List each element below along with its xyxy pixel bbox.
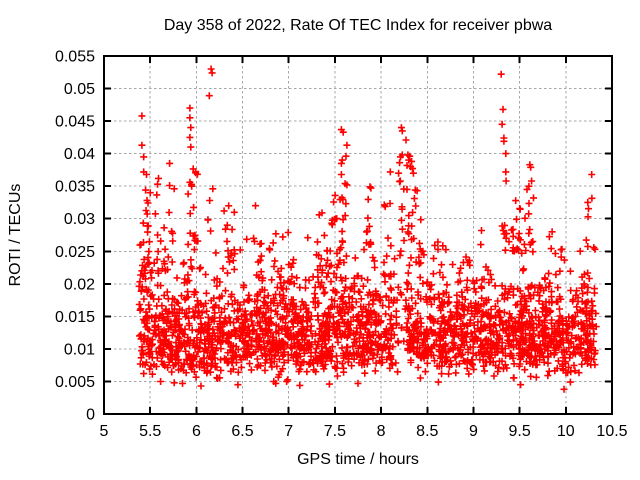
x-tick-label: 10.5	[596, 423, 627, 440]
y-tick-label: 0.04	[64, 146, 95, 163]
chart-title: Day 358 of 2022, Rate Of TEC Index for r…	[164, 17, 552, 34]
x-tick-label: 9.5	[508, 423, 530, 440]
scatter-plus-markers	[135, 65, 600, 393]
x-tick-label: 7	[284, 423, 293, 440]
y-tick-label: 0.05	[64, 81, 95, 98]
x-tick-label: 7.5	[324, 423, 346, 440]
y-tick-label: 0	[86, 407, 95, 424]
y-tick-label: 0.03	[64, 211, 95, 228]
y-tick-label: 0.025	[55, 244, 95, 261]
x-tick-label: 10	[557, 423, 575, 440]
x-tick-label: 5	[100, 423, 109, 440]
y-tick-label: 0.015	[55, 309, 95, 326]
y-tick-labels: 0 0.005 0.01 0.015 0.02 0.025 0.03 0.035 0.04 0.0…	[55, 49, 95, 424]
x-tick-label: 9	[469, 423, 478, 440]
y-tick-label: 0.035	[55, 179, 95, 196]
x-tick-label: 5.5	[139, 423, 161, 440]
x-tick-label: 8.5	[416, 423, 438, 440]
y-axis-label: ROTI / TECUs	[7, 184, 24, 287]
y-tick-label: 0.045	[55, 114, 95, 131]
y-tick-label: 0.02	[64, 276, 95, 293]
x-tick-label: 6.5	[231, 423, 253, 440]
data-points-roti	[135, 65, 600, 393]
y-tick-label: 0.01	[64, 341, 95, 358]
x-axis-label: GPS time / hours	[297, 451, 419, 468]
x-tick-labels: 5 5.5 6 6.5 7 7.5 8 8.5 9 9.5 10 10.5	[100, 423, 628, 440]
y-tick-label: 0.055	[55, 49, 95, 66]
x-tick-label: 6	[192, 423, 201, 440]
plot-border	[103, 55, 613, 415]
x-tick-label: 8	[377, 423, 386, 440]
y-tick-label: 0.005	[55, 374, 95, 391]
